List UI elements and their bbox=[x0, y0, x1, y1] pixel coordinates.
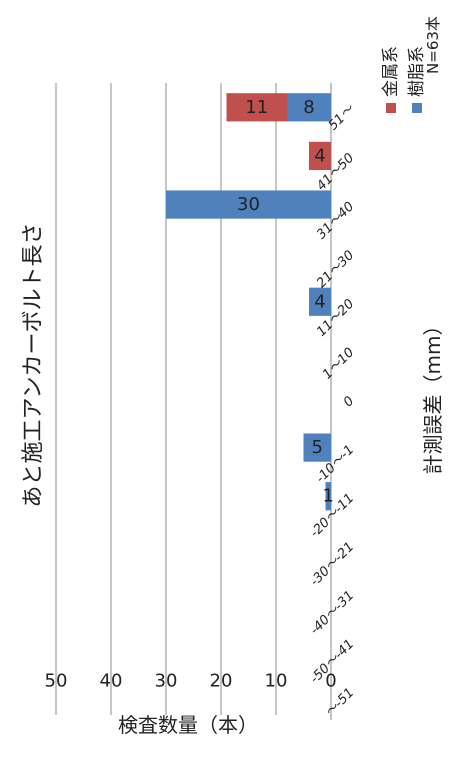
legend-swatch bbox=[386, 103, 396, 113]
bar bbox=[166, 190, 331, 219]
bar-value-label: 4 bbox=[314, 145, 325, 166]
bars bbox=[166, 93, 331, 511]
legend: 金属系 樹脂系 bbox=[381, 46, 427, 113]
bar bbox=[309, 141, 331, 171]
y-tick-label: 0 bbox=[325, 671, 336, 692]
y-tick-label: 10 bbox=[265, 671, 288, 692]
y-tick-label: 20 bbox=[210, 671, 233, 692]
bar-value-label: 4 bbox=[314, 291, 325, 312]
y-axis-title: 検査数量（本） bbox=[118, 713, 258, 737]
y-tick-label: 30 bbox=[155, 671, 178, 692]
bar bbox=[309, 287, 331, 316]
legend-label: 金属系 bbox=[381, 46, 401, 97]
y-tick-label: 40 bbox=[100, 671, 123, 692]
bar-value-label: 1 bbox=[323, 486, 334, 507]
legend-swatch bbox=[412, 103, 422, 113]
y-tick-label: 50 bbox=[45, 671, 68, 692]
x-tick-label: -40～-31 bbox=[307, 588, 357, 638]
x-tick-label: 1～10 bbox=[320, 345, 357, 382]
gridlines bbox=[55, 83, 277, 715]
legend-label: 樹脂系 bbox=[407, 46, 427, 97]
bar-value-label: 8 bbox=[303, 97, 314, 118]
x-tick-label: 0 bbox=[341, 394, 357, 410]
bar-labels: 1 5 4 30 4 8 11 bbox=[237, 97, 334, 507]
x-axis-title: 計測誤差（mm） bbox=[421, 316, 445, 475]
bar bbox=[226, 93, 287, 122]
x-tick-label: -30～-21 bbox=[307, 540, 357, 590]
x-tick-label: 21～30 bbox=[314, 248, 357, 291]
chart-title: あと施工アンカーボルト長さ bbox=[21, 222, 46, 507]
bar bbox=[303, 433, 331, 462]
bar bbox=[325, 482, 331, 511]
bar-value-label: 11 bbox=[245, 97, 268, 118]
bar bbox=[287, 93, 331, 122]
n-count-label: N=63本 bbox=[424, 16, 442, 74]
bar-value-label: 30 bbox=[237, 194, 260, 215]
y-tick-labels: 0 10 20 30 40 50 bbox=[45, 671, 337, 692]
bar-value-label: 5 bbox=[312, 437, 323, 458]
